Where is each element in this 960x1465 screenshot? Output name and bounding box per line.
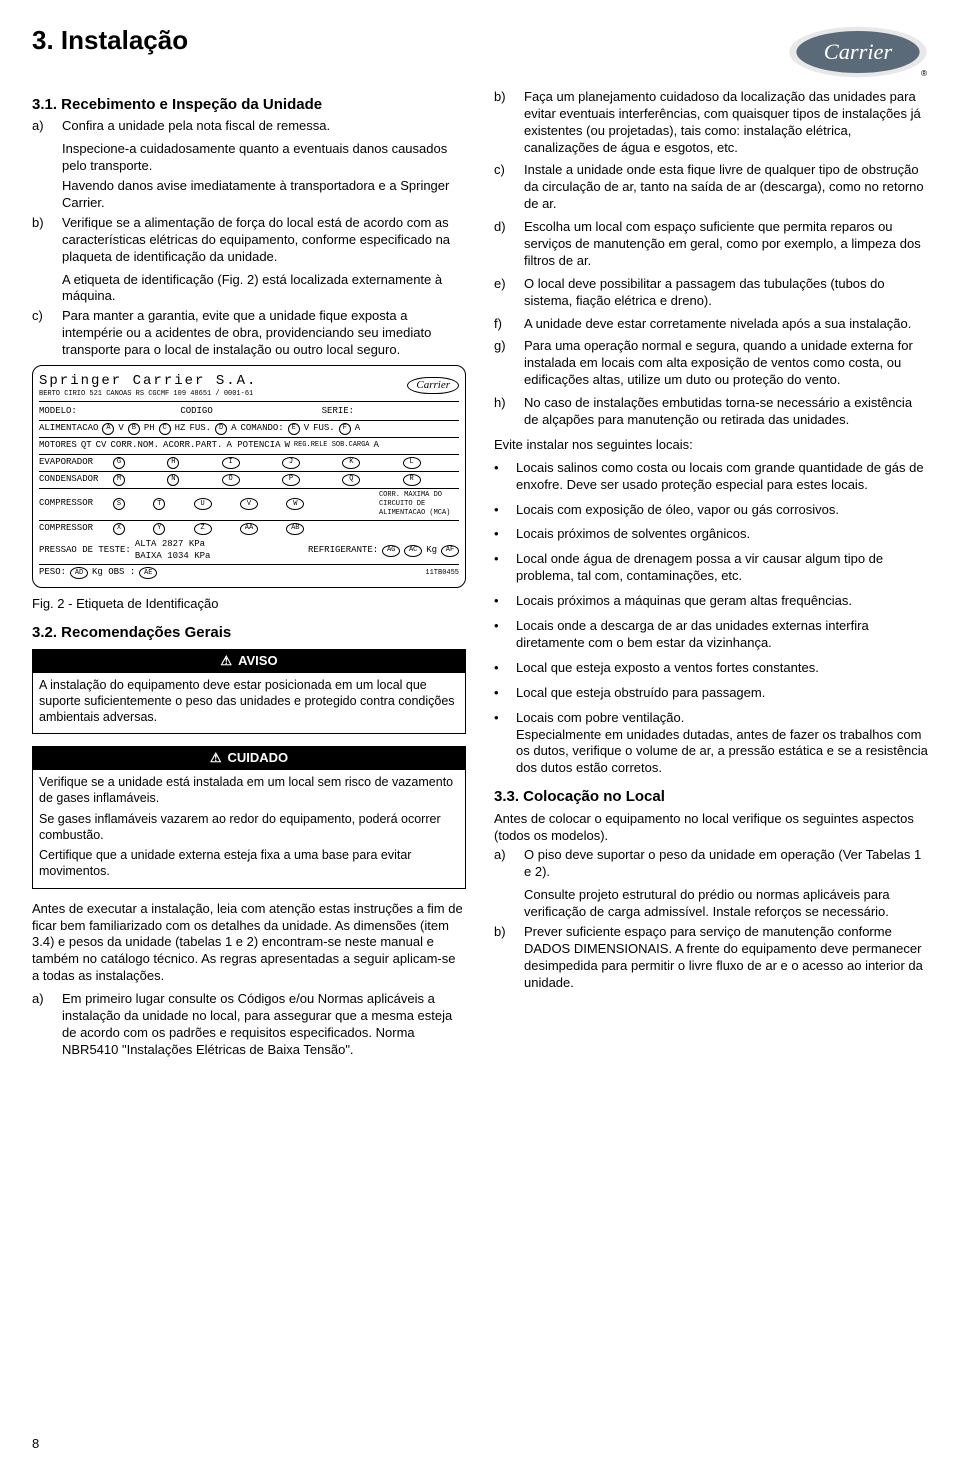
list-item: a) Em primeiro lugar consulte os Códigos… [32,991,466,1059]
list-item: a) O piso deve suportar o peso da unidad… [494,847,928,881]
s32-right-list: b)Faça um planejamento cuidadoso da loca… [494,89,928,429]
list-item: b) Prever suficiente espaço para serviço… [494,924,928,992]
brand-logo: Carrier ® [788,24,928,85]
warning-icon: ⚠ [220,653,232,668]
sub-paragraph: A etiqueta de identificação (Fig. 2) est… [62,272,466,306]
list-item: a) Confira a unidade pela nota fiscal de… [32,118,466,135]
list-item: c)Instale a unidade onde esta fique livr… [494,162,928,213]
aviso-box: ⚠AVISO A instalação do equipamento deve … [32,649,466,735]
section-32-title: 3.2. Recomendações Gerais [32,623,466,643]
intro-paragraph: Antes de executar a instalação, leia com… [32,901,466,985]
list-item: •Locais com pobre ventilação. Especialme… [494,710,928,778]
list-item: e)O local deve possibilitar a passagem d… [494,276,928,310]
s33-intro: Antes de colocar o equipamento no local … [494,811,928,845]
section-31-title: 3.1. Recebimento e Inspeção da Unidade [32,95,466,115]
list-item: d)Escolha um local com espaço suficiente… [494,219,928,270]
sub-paragraph: Havendo danos avise imediatamente à tran… [62,178,466,212]
s31-list: a) Confira a unidade pela nota fiscal de… [32,118,466,135]
avoid-bullets: •Locais salinos como costa ou locais com… [494,460,928,777]
cuidado-box: ⚠CUIDADO Verifique se a unidade está ins… [32,746,466,888]
list-item: •Locais próximos de solventes orgânicos. [494,526,928,543]
page-title: 3. Instalação [32,24,188,58]
list-item: g)Para uma operação normal e segura, qua… [494,338,928,389]
figure-caption: Fig. 2 - Etiqueta de Identificação [32,596,466,613]
list-item: h)No caso de instalações embutidas torna… [494,395,928,429]
sub-paragraph: Inspecione-a cuidadosamente quanto a eve… [62,141,466,175]
section-33-title: 3.3. Colocação no Local [494,787,928,807]
list-item: •Local que esteja obstruído para passage… [494,685,928,702]
sub-paragraph: Consulte projeto estrutural do prédio ou… [524,887,928,921]
page-number: 8 [32,1436,39,1453]
list-item: •Locais com exposição de óleo, vapor ou … [494,502,928,519]
warning-icon: ⚠ [210,750,222,765]
identification-plate: Springer Carrier S.A. BERTO CIRIO 521 CA… [32,365,466,588]
list-item: •Locais onde a descarga de ar das unidad… [494,618,928,652]
right-column: b)Faça um planejamento cuidadoso da loca… [494,89,928,1065]
plate-logo: Carrier [407,377,459,393]
left-column: 3.1. Recebimento e Inspeção da Unidade a… [32,89,466,1065]
list-item: •Locais salinos como costa ou locais com… [494,460,928,494]
svg-text:Carrier: Carrier [824,39,893,64]
list-item: •Local que esteja exposto a ventos forte… [494,660,928,677]
list-item: •Local onde água de drenagem possa a vir… [494,551,928,585]
avoid-intro: Evite instalar nos seguintes locais: [494,437,928,454]
list-item: f)A unidade deve estar corretamente nive… [494,316,928,333]
list-item: c) Para manter a garantia, evite que a u… [32,308,466,359]
list-item: b) Verifique se a alimentação de força d… [32,215,466,266]
list-item: b)Faça um planejamento cuidadoso da loca… [494,89,928,157]
list-item: •Locais próximos a máquinas que geram al… [494,593,928,610]
svg-text:®: ® [921,68,928,78]
